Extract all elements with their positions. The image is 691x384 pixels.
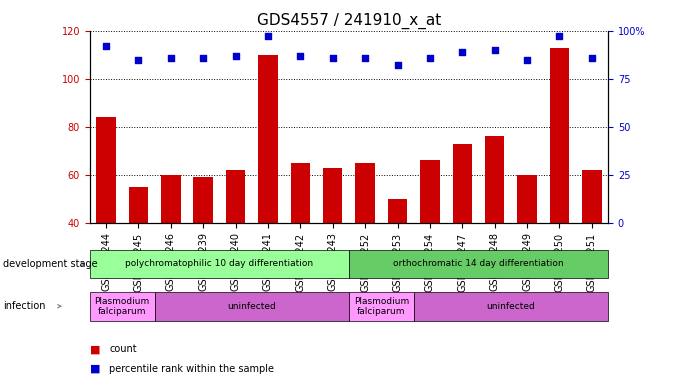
Point bbox=[457, 49, 468, 55]
Text: polychromatophilic 10 day differentiation: polychromatophilic 10 day differentiatio… bbox=[125, 260, 314, 268]
Point bbox=[100, 43, 111, 49]
Bar bbox=[582, 170, 602, 319]
Bar bbox=[518, 175, 537, 319]
Bar bbox=[550, 48, 569, 319]
Text: percentile rank within the sample: percentile rank within the sample bbox=[109, 364, 274, 374]
Bar bbox=[355, 163, 375, 319]
Point bbox=[587, 55, 598, 61]
Point bbox=[424, 55, 435, 61]
Point bbox=[133, 56, 144, 63]
Bar bbox=[96, 117, 115, 319]
Text: ■: ■ bbox=[90, 344, 100, 354]
Text: orthochromatic 14 day differentiation: orthochromatic 14 day differentiation bbox=[393, 260, 564, 268]
Bar bbox=[453, 144, 472, 319]
Point bbox=[554, 33, 565, 40]
Point bbox=[489, 47, 500, 53]
Point bbox=[392, 62, 403, 68]
Point bbox=[295, 53, 306, 59]
Bar bbox=[485, 136, 504, 319]
Text: count: count bbox=[109, 344, 137, 354]
Text: uninfected: uninfected bbox=[227, 302, 276, 311]
Point bbox=[165, 55, 176, 61]
Bar bbox=[193, 177, 213, 319]
Bar bbox=[161, 175, 180, 319]
Text: Plasmodium
falciparum: Plasmodium falciparum bbox=[354, 296, 409, 316]
Title: GDS4557 / 241910_x_at: GDS4557 / 241910_x_at bbox=[257, 13, 441, 29]
Point bbox=[328, 55, 339, 61]
Point bbox=[198, 55, 209, 61]
Bar bbox=[129, 187, 148, 319]
Text: infection: infection bbox=[3, 301, 46, 311]
Text: development stage: development stage bbox=[3, 259, 98, 269]
Bar bbox=[388, 199, 407, 319]
Text: uninfected: uninfected bbox=[486, 302, 536, 311]
Bar bbox=[226, 170, 245, 319]
Point bbox=[230, 53, 241, 59]
Point bbox=[263, 33, 274, 40]
Text: ■: ■ bbox=[90, 364, 100, 374]
Point bbox=[522, 56, 533, 63]
Bar bbox=[323, 167, 343, 319]
Point bbox=[359, 55, 370, 61]
Bar bbox=[420, 161, 439, 319]
Bar bbox=[291, 163, 310, 319]
Bar bbox=[258, 55, 278, 319]
Text: Plasmodium
falciparum: Plasmodium falciparum bbox=[95, 296, 150, 316]
